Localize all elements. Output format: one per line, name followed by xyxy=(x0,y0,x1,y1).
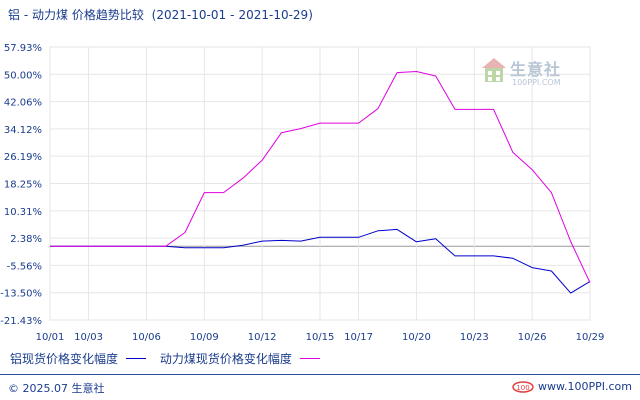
y-tick-label: -13.50% xyxy=(0,289,42,300)
x-tick-label: 10/26 xyxy=(518,332,547,343)
x-tick-labels: 10/01 10/03 10/06 10/09 10/12 10/15 10/17 10/20… xyxy=(36,332,605,343)
x-tick-label: 10/03 xyxy=(74,332,103,343)
legend-swatch-coal xyxy=(299,358,320,359)
site-logo-icon: 100 xyxy=(512,380,534,393)
y-tick-label: 26.19% xyxy=(4,152,42,163)
y-tick-label: -21.43% xyxy=(0,316,42,327)
y-tick-label: 10.31% xyxy=(4,207,42,218)
x-tick-label: 10/23 xyxy=(460,332,489,343)
footer-copyright: © 2025.07 生意社 xyxy=(8,382,105,395)
y-tick-label: 50.00% xyxy=(4,70,42,81)
x-tick-label: 10/01 xyxy=(36,332,65,343)
series-layer xyxy=(50,71,591,294)
chart-legend: 铝现货价格变化幅度 动力煤现货价格变化幅度 xyxy=(10,350,330,367)
title-subject: 动力煤 价格趋势比较 xyxy=(32,8,144,22)
y-tick-label: 18.25% xyxy=(4,180,42,191)
watermark-name: 生意社 xyxy=(510,60,562,79)
x-tick-label: 10/15 xyxy=(306,332,335,343)
x-tick-label: 10/29 xyxy=(576,332,605,343)
y-tick-label: 2.38% xyxy=(10,234,42,245)
watermark: 生意社 100PPI.COM xyxy=(480,54,580,92)
title-separator: - xyxy=(23,8,29,22)
x-tick-label: 10/17 xyxy=(344,332,373,343)
watermark-url: 100PPI.COM xyxy=(512,78,561,87)
x-tick-label: 10/06 xyxy=(132,332,161,343)
y-tick-label: 34.12% xyxy=(4,125,42,136)
legend-swatch-aluminum xyxy=(126,358,147,359)
footer: © 2025.07 生意社 100 www.100PPI.com xyxy=(0,374,640,400)
legend-item-coal: 动力煤现货价格变化幅度 xyxy=(160,350,320,367)
x-tick-label: 10/12 xyxy=(248,332,277,343)
series-line-coal xyxy=(50,71,591,283)
legend-label-aluminum: 铝现货价格变化幅度 xyxy=(10,352,119,366)
svg-text:100: 100 xyxy=(516,384,529,392)
y-tick-label: 57.93% xyxy=(4,43,42,54)
x-tick-label: 10/09 xyxy=(190,332,219,343)
footer-site-url: www.100PPI.com xyxy=(538,380,632,393)
title-date-start: 2021-10-01 xyxy=(156,8,227,22)
title-metal: 铝 xyxy=(8,8,21,22)
y-tick-label: 42.06% xyxy=(4,98,42,109)
x-tick-label: 10/20 xyxy=(402,332,431,343)
legend-label-coal: 动力煤现货价格变化幅度 xyxy=(159,352,292,366)
y-tick-labels: 57.93% 50.00% 42.06% 34.12% 26.19% 18.25% 10.3… xyxy=(0,43,42,327)
legend-item-aluminum: 铝现货价格变化幅度 xyxy=(10,350,147,367)
title-date-end: 2021-10-29 xyxy=(238,8,309,22)
y-tick-label: -5.56% xyxy=(7,261,42,272)
footer-site-link[interactable]: 100 www.100PPI.com xyxy=(512,380,632,393)
title-date-range: (2021-10-01-2021-10-29) xyxy=(151,8,313,22)
line-chart: 57.93% 50.00% 42.06% 34.12% 26.19% 18.25% 10.3… xyxy=(0,43,605,343)
chart-title: 铝 - 动力煤 价格趋势比较 (2021-10-01-2021-10-29) xyxy=(8,6,313,23)
watermark-logo-icon xyxy=(482,58,506,82)
